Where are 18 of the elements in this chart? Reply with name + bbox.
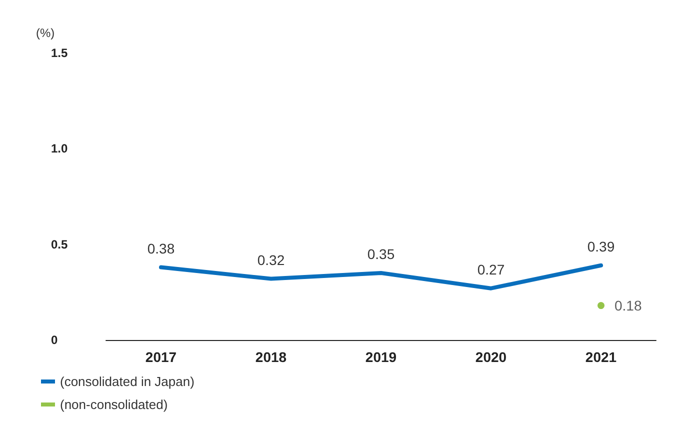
data-label: 0.18	[614, 298, 642, 314]
data-label: 0.38	[147, 240, 175, 256]
data-label: 0.35	[367, 246, 395, 262]
y-tick-label: 0.5	[51, 237, 68, 252]
x-tick-label: 2017	[145, 349, 177, 365]
data-label: 0.27	[477, 261, 505, 278]
y-tick-label: 1.5	[51, 46, 68, 60]
x-tick-label: 2018	[255, 349, 287, 365]
x-tick-label: 2021	[585, 349, 617, 365]
y-tick-label: 1.0	[51, 142, 68, 156]
data-label: 0.39	[587, 238, 615, 254]
x-tick-label: 2019	[365, 349, 397, 365]
y-axis-title: (%)	[36, 26, 55, 40]
legend-label: (consolidated in Japan)	[60, 374, 194, 389]
legend-label: (non-consolidated)	[60, 397, 168, 412]
x-tick-label: 2020	[475, 349, 507, 365]
y-tick-label: 0	[51, 333, 58, 347]
data-label: 0.32	[257, 252, 285, 268]
